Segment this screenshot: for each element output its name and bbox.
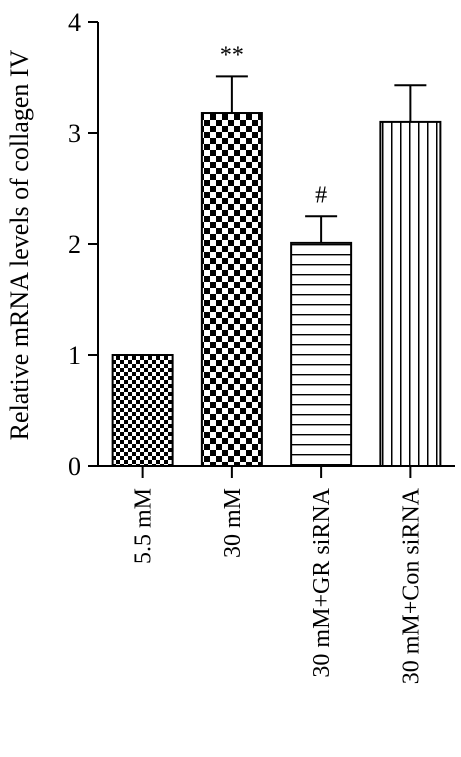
y-tick-label: 3 xyxy=(68,119,81,148)
bar xyxy=(200,112,263,468)
x-tick-label: 5.5 mM xyxy=(131,488,157,564)
bar xyxy=(379,120,442,468)
y-tick-label: 0 xyxy=(68,452,81,481)
x-tick-label: 30 mM xyxy=(220,488,246,558)
y-tick-label: 1 xyxy=(68,341,81,370)
x-tick-labels: 5.5 mM 30 mM 30 mM+GR siRNA 30 mM+Con siRNA xyxy=(131,487,425,684)
significance-label: ** xyxy=(220,42,244,68)
bars: ** # xyxy=(111,42,442,468)
x-tick-label: 30 mM+GR siRNA xyxy=(309,487,335,677)
x-tick-label: 30 mM+Con siRNA xyxy=(398,487,424,684)
bar xyxy=(111,354,174,467)
y-axis: 0 1 2 3 4 xyxy=(68,8,99,481)
y-tick-label: 2 xyxy=(68,230,81,259)
bar xyxy=(290,241,353,467)
y-axis-label: Relative mRNA levels of collagen IV xyxy=(5,49,34,440)
significance-label: # xyxy=(315,182,327,208)
y-tick-label: 4 xyxy=(68,8,81,37)
x-axis xyxy=(98,465,455,478)
